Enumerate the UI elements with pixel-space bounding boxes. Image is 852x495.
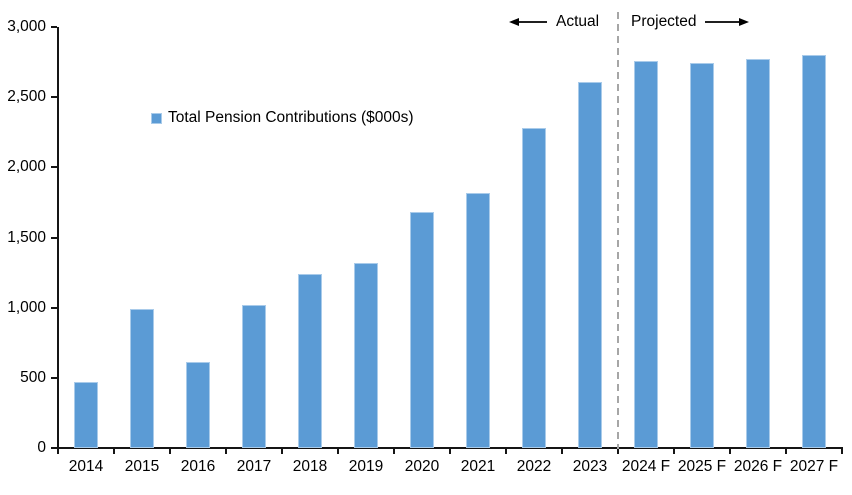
bar-2020: [410, 212, 434, 448]
bar-2024-f: [634, 61, 658, 448]
x-tick: [57, 447, 59, 454]
x-label-2018: 2018: [292, 458, 328, 475]
y-tick-label: 0: [37, 439, 46, 456]
actual-projected-divider: [617, 12, 619, 449]
y-tick: [51, 96, 57, 99]
x-tick: [841, 447, 843, 454]
bar-2017: [242, 305, 266, 448]
x-label-2017: 2017: [236, 458, 272, 475]
projected-right-arrow-icon: [705, 18, 749, 26]
legend-label: Total Pension Contributions ($000s): [168, 109, 414, 126]
x-label-2024-f: 2024 F: [621, 458, 671, 475]
x-tick: [393, 447, 395, 454]
bar-2018: [298, 274, 322, 448]
y-tick: [51, 306, 57, 309]
x-label-2015: 2015: [124, 458, 160, 475]
actual-left-arrow-icon: [509, 18, 547, 26]
bar-2022: [522, 128, 546, 448]
bar-2014: [74, 382, 98, 448]
x-tick: [281, 447, 283, 454]
bar-2027-f: [802, 55, 826, 448]
projected-annotation-label: Projected: [631, 13, 697, 30]
bar-2025-f: [690, 63, 714, 448]
y-tick-label: 1,500: [7, 228, 46, 246]
y-tick: [51, 26, 57, 28]
y-tick: [51, 236, 57, 239]
y-tick-label: 1,000: [7, 298, 46, 316]
bar-2021: [466, 193, 490, 448]
actual-annotation-label: Actual: [556, 13, 600, 30]
x-tick: [225, 447, 227, 454]
x-label-2025-f: 2025 F: [677, 458, 727, 475]
x-label-2026-f: 2026 F: [733, 458, 783, 475]
y-tick-label: 3,000: [7, 18, 46, 35]
x-tick: [561, 447, 563, 454]
y-tick: [51, 166, 57, 169]
y-tick-label: 500: [20, 368, 46, 386]
x-label-2027-f: 2027 F: [789, 458, 839, 475]
x-tick: [337, 447, 339, 454]
bar-2016: [186, 362, 210, 448]
x-label-2020: 2020: [404, 458, 440, 475]
y-tick-label: 2,500: [7, 88, 46, 106]
x-label-2023: 2023: [572, 458, 608, 475]
x-tick: [449, 447, 451, 454]
x-label-2014: 2014: [68, 458, 104, 475]
y-tick-label: 2,000: [7, 158, 46, 176]
bar-2023: [578, 82, 602, 448]
bar-2015: [130, 309, 154, 448]
x-label-2016: 2016: [180, 458, 216, 475]
bar-2026-f: [746, 59, 770, 448]
x-label-2022: 2022: [516, 458, 552, 475]
x-tick: [729, 447, 731, 454]
bar-2019: [354, 263, 378, 448]
y-tick: [51, 447, 57, 449]
x-tick: [785, 447, 787, 454]
x-label-2021: 2021: [460, 458, 496, 475]
x-tick: [113, 447, 115, 454]
x-tick: [617, 447, 619, 454]
x-label-2019: 2019: [348, 458, 384, 475]
y-axis-line: [57, 27, 59, 450]
x-tick: [505, 447, 507, 454]
legend: Total Pension Contributions ($000s): [151, 109, 414, 127]
x-tick: [673, 447, 675, 454]
legend-swatch-icon: [151, 112, 162, 124]
x-tick: [169, 447, 171, 454]
y-tick: [51, 376, 57, 379]
